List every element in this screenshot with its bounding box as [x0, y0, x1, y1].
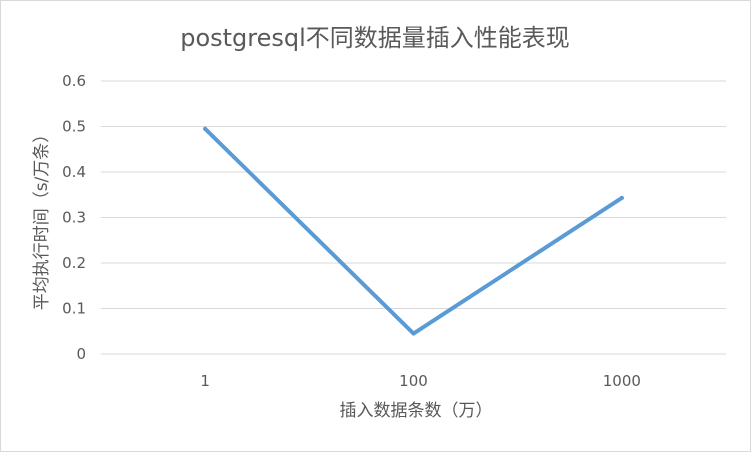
data-point: [619, 195, 624, 200]
x-axis-title: 插入数据条数（万）: [340, 401, 493, 421]
x-tick-label: 1000: [603, 372, 641, 390]
y-tick-label: 0.2: [62, 254, 86, 272]
series-lines: [203, 126, 624, 336]
y-tick-label: 0.5: [62, 118, 86, 136]
y-tick-label: 0.6: [62, 72, 86, 90]
y-axis-ticks: 0 0.1 0.2 0.3 0.4 0.5 0.6: [62, 72, 86, 363]
series-line: [203, 126, 624, 336]
chart-title: postgresql不同数据量插入性能表现: [180, 24, 570, 52]
data-point: [203, 126, 208, 131]
x-tick-label: 100: [399, 372, 428, 390]
data-point: [411, 331, 416, 336]
grid-lines: [101, 80, 726, 355]
x-axis-ticks: 1 100 1000: [200, 372, 641, 390]
y-tick-label: 0.4: [62, 163, 86, 181]
y-tick-label: 0.1: [62, 300, 86, 318]
y-tick-label: 0: [76, 345, 86, 363]
y-tick-label: 0.3: [62, 209, 86, 227]
x-tick-label: 1: [200, 372, 210, 390]
y-axis-title: 平均执行时间（s/万条）: [32, 126, 52, 311]
